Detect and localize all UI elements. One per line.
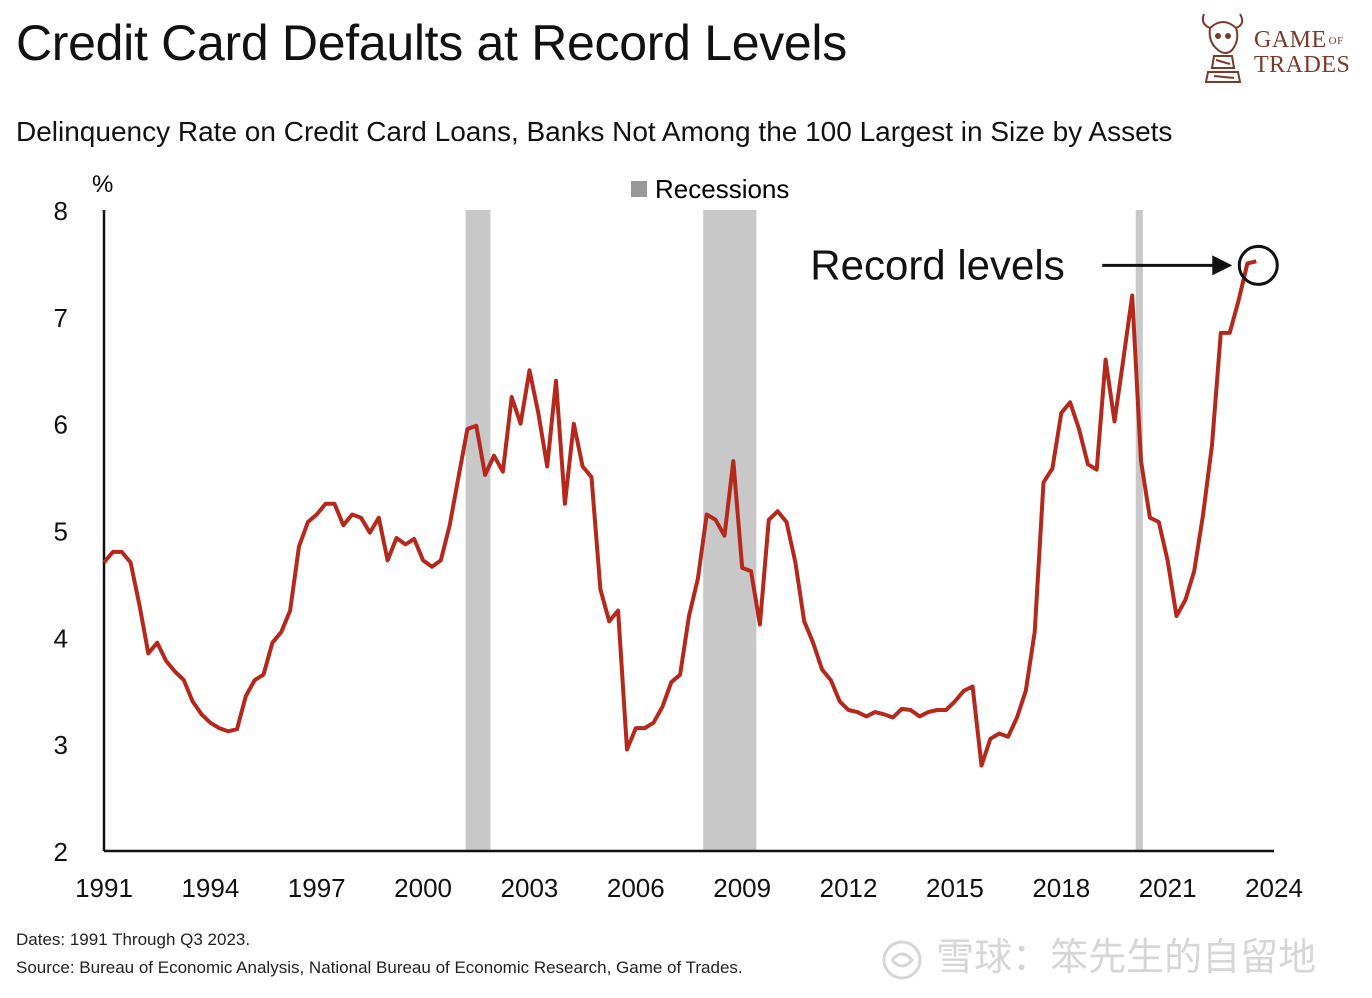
watermark: 雪球：笨先生的自留地: [880, 926, 1316, 982]
footer-source: Source: Bureau of Economic Analysis, Nat…: [16, 958, 743, 977]
y-tick-label-6: 6: [54, 410, 68, 440]
y-tick-label-5: 5: [54, 517, 68, 547]
logo-line-trades: TRADES: [1254, 52, 1351, 79]
chart-title: Credit Card Defaults at Record Levels: [16, 15, 847, 71]
annotation-circle: [1237, 244, 1279, 286]
line-chart: 2 3 4 5 6 7 8 1991 1994 1997 2000 2003 2006 2009 2012…: [54, 171, 1303, 903]
axes: [102, 210, 1274, 853]
x-tick-label-2012: 2012: [820, 873, 878, 903]
recession-band-3: [1135, 210, 1143, 851]
snowball-icon: [882, 940, 922, 979]
series-line-delinquency-rate: [102, 259, 1257, 768]
y-tick-label-8: 8: [54, 196, 68, 226]
x-tick-labels: 1991 1994 1997 2000 2003 2006 2009 2012 2015 2018…: [75, 873, 1303, 903]
x-tick-label-2003: 2003: [501, 873, 559, 903]
footer: Dates: 1991 Through Q3 2023. Source: Bur…: [16, 926, 743, 982]
y-tick-label-4: 4: [54, 623, 68, 653]
y-tick-labels: 2 3 4 5 6 7 8: [54, 196, 68, 867]
game-of-trades-logo: GAME OF TRADES: [1196, 6, 1356, 90]
legend-swatch-recessions: [631, 181, 647, 197]
x-tick-label-1991: 1991: [75, 873, 133, 903]
x-tick-label-2021: 2021: [1139, 873, 1197, 903]
x-tick-label-2018: 2018: [1032, 873, 1090, 903]
recession-band-1: [465, 210, 491, 851]
x-tick-label-1994: 1994: [181, 873, 239, 903]
bull-knight-icon: [1201, 13, 1244, 83]
x-tick-label-2024: 2024: [1245, 873, 1303, 903]
y-axis-unit-label: %: [92, 171, 113, 198]
x-tick-label-2000: 2000: [394, 873, 452, 903]
y-tick-label-2: 2: [54, 837, 68, 867]
y-tick-label-7: 7: [54, 303, 68, 333]
x-tick-label-2009: 2009: [713, 873, 771, 903]
annotation-text: Record levels: [810, 241, 1064, 288]
x-tick-label-1997: 1997: [288, 873, 346, 903]
logo-of: OF: [1328, 35, 1344, 48]
x-tick-label-2015: 2015: [926, 873, 984, 903]
footer-dates: Dates: 1991 Through Q3 2023.: [16, 930, 251, 949]
recession-bands: [465, 210, 1143, 851]
annotation-arrowhead: [1212, 255, 1233, 276]
logo-line-game: GAME: [1254, 27, 1327, 53]
y-tick-label-3: 3: [54, 730, 68, 760]
watermark-text: 雪球：笨先生的自留地: [936, 935, 1317, 979]
legend: Recessions: [631, 174, 789, 204]
x-tick-label-2006: 2006: [607, 873, 665, 903]
annotation-record-levels: Record levels: [810, 241, 1279, 288]
logo-wordmark: GAME OF TRADES: [1254, 28, 1350, 77]
legend-label-recessions: Recessions: [655, 174, 789, 204]
chart-subtitle: Delinquency Rate on Credit Card Loans, B…: [16, 116, 1173, 147]
recession-band-2: [703, 210, 757, 851]
